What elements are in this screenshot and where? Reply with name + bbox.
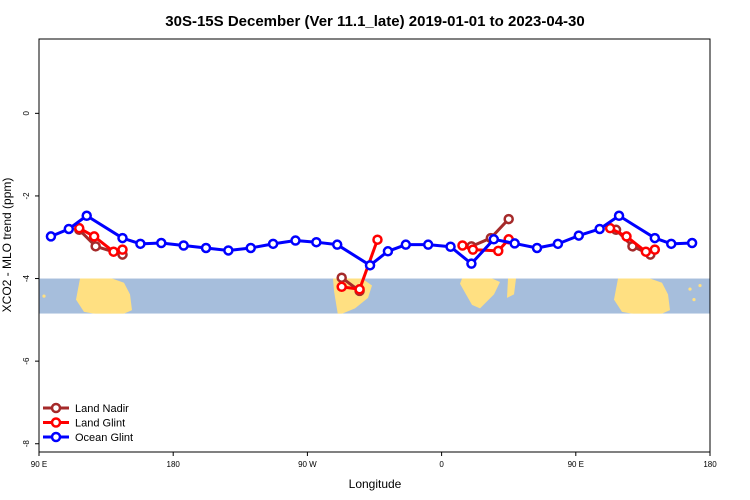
y-tick-label: -4 (22, 274, 31, 282)
ocean-glint-point (686, 237, 698, 249)
land-glint-point (88, 231, 100, 242)
land-island (42, 294, 46, 298)
land-glint-point (467, 244, 479, 255)
land-nadir-point (90, 241, 101, 252)
land-nadir-point (503, 213, 514, 225)
x-axis-label: Longitude (349, 477, 402, 491)
y-tick-label: -8 (22, 440, 31, 448)
series-ocean-glint (45, 210, 698, 271)
ocean-glint-point (135, 238, 146, 250)
ocean-glint-point (117, 232, 128, 244)
land-island (692, 298, 696, 302)
land-glint-point (640, 246, 652, 257)
legend-swatch-marker (50, 402, 62, 414)
legend: Land Nadir Land Glint Ocean Glint (43, 402, 133, 444)
plot-frame (38, 38, 711, 453)
ocean-glint-point (267, 238, 279, 250)
ocean-glint-point (156, 237, 167, 249)
land-island (688, 287, 692, 291)
x-tick-label: 90 E (568, 460, 584, 469)
ocean-glint-point (573, 230, 585, 241)
land-madagascar (507, 278, 516, 298)
ocean-band (39, 278, 710, 314)
ocean-glint-point (382, 246, 394, 257)
ocean-glint-point (445, 241, 456, 252)
land-australia-west (76, 278, 132, 314)
y-tick-label: -2 (22, 192, 31, 200)
ocean-glint-point (594, 223, 605, 235)
land-glint-point (117, 244, 128, 255)
ocean-glint-point (509, 238, 520, 249)
ocean-glint-point (488, 234, 500, 245)
ocean-glint-point (466, 258, 477, 269)
ocean-glint-point (81, 210, 92, 222)
land-glint-point (108, 246, 119, 257)
y-tick-label: 0 (22, 111, 31, 116)
series-layer (45, 210, 698, 297)
ocean-glint-point (552, 238, 564, 250)
ocean-glint-point (613, 210, 625, 222)
land-glint-point (621, 231, 632, 242)
ocean-glint-point (531, 242, 543, 254)
x-tick-label: 90 E (31, 460, 47, 469)
land-australia-east (614, 278, 670, 314)
land-island (698, 283, 702, 288)
x-tick-label: 0 (439, 460, 444, 469)
legend-item-land-nadir: Land Nadir (43, 402, 129, 415)
ocean-glint-point (290, 235, 301, 246)
land-island (84, 282, 88, 286)
ocean-glint-point (200, 242, 212, 254)
legend-item-land-glint: Land Glint (43, 417, 125, 430)
land-glint-point (372, 234, 383, 245)
y-tick-label: -6 (22, 357, 31, 365)
ocean-glint-point (665, 238, 677, 250)
ocean-glint-point (311, 236, 322, 248)
ocean-glint-point (63, 223, 75, 235)
legend-label: Land Nadir (75, 403, 129, 415)
series-land-glint (74, 222, 661, 295)
ocean-glint-point (649, 232, 661, 244)
land-glint-point (336, 281, 347, 293)
legend-label: Land Glint (75, 418, 125, 430)
x-tick-label: 90 W (298, 460, 317, 469)
land-glint-point (493, 245, 504, 257)
world-map-band (39, 278, 710, 314)
x-axis: 90 E 180 90 W 0 90 E 180 (31, 452, 717, 469)
legend-swatch-marker (50, 417, 62, 428)
land-nadir-point (336, 272, 347, 283)
x-tick-label: 180 (703, 460, 717, 469)
ocean-glint-point (400, 239, 412, 250)
y-axis-label: XCO2 - MLO trend (ppm) (0, 178, 14, 313)
ocean-glint-point (45, 231, 57, 242)
ocean-glint-point (245, 242, 256, 254)
land-glint-point (74, 222, 85, 234)
x-tick-label: 180 (167, 460, 181, 469)
ocean-glint-point (223, 245, 234, 256)
land-glint-point (457, 240, 468, 251)
land-glint-point (604, 222, 616, 234)
legend-swatch-marker (50, 431, 62, 443)
legend-item-ocean-glint: Ocean Glint (43, 431, 133, 444)
ocean-glint-point (422, 239, 434, 250)
land-southern-africa (460, 278, 500, 309)
ocean-glint-point (364, 260, 376, 271)
ocean-glint-point (331, 239, 343, 250)
y-axis: 0 -2 -4 -6 -8 (22, 111, 39, 448)
chart-title: 30S-15S December (Ver 11.1_late) 2019-01… (165, 13, 584, 30)
ocean-glint-point (178, 240, 189, 251)
land-glint-point (649, 244, 661, 255)
land-glint-point (354, 284, 365, 295)
legend-label: Ocean Glint (75, 432, 133, 444)
